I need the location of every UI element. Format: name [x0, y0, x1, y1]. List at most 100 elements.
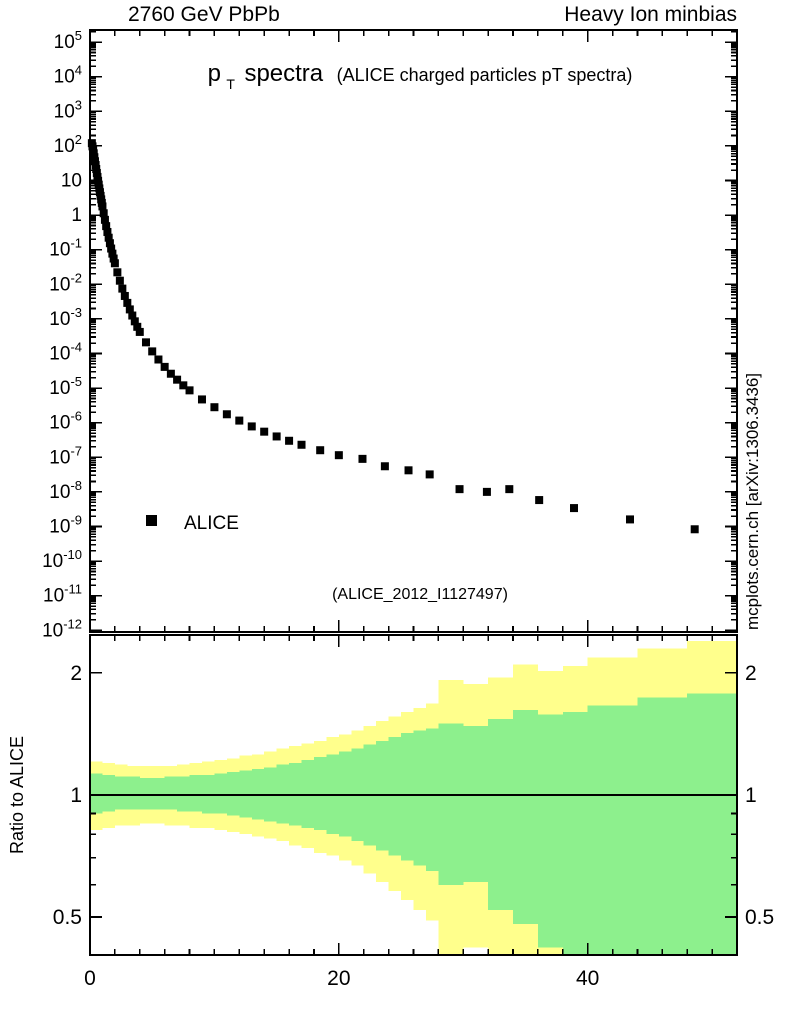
- panel-title-detail: (ALICE charged particles pT spectra): [337, 65, 633, 85]
- header-right-title: Heavy Ion minbias: [564, 3, 737, 26]
- data-point-marker: [625, 515, 634, 524]
- y-tick-label: 103: [54, 97, 82, 122]
- data-point-marker: [235, 416, 244, 425]
- uncertainty-band-inner: [537, 714, 563, 948]
- data-point-marker: [179, 381, 188, 390]
- data-point-marker: [380, 462, 389, 471]
- uncertainty-band-inner: [513, 709, 538, 925]
- uncertainty-band-inner: [251, 768, 265, 820]
- y-tick-label: 10-2: [49, 270, 82, 295]
- data-point-marker: [99, 209, 108, 218]
- uncertainty-band-inner: [687, 693, 737, 955]
- data-point-marker: [358, 454, 367, 463]
- data-point-marker: [482, 487, 491, 496]
- data-point-marker: [123, 298, 132, 307]
- ratio-y-axis-label: Ratio to ALICE: [7, 736, 27, 854]
- panel-title-main: spectra: [244, 60, 323, 87]
- uncertainty-band-inner: [401, 733, 414, 861]
- data-point-marker: [108, 249, 117, 258]
- axes-layer: 10510410310210110-110-210-310-410-510-61…: [42, 28, 774, 990]
- data-point-marker: [185, 386, 194, 395]
- uncertainty-band-inner: [239, 770, 252, 818]
- ratio-panel-frame: [89, 634, 738, 956]
- uncertainty-band-inner: [488, 718, 514, 911]
- data-point-marker: [148, 347, 157, 356]
- data-point-marker: [247, 422, 256, 431]
- y-tick-label: 10-6: [49, 409, 82, 434]
- uncertainty-band-inner: [338, 751, 352, 837]
- x-tick-label: 0: [84, 967, 96, 990]
- uncertainty-band-inner: [388, 736, 402, 856]
- uncertainty-band-inner: [301, 759, 314, 828]
- data-point-marker: [154, 355, 163, 364]
- data-point-marker: [100, 215, 109, 224]
- ratio-y-tick-label: 1: [745, 784, 757, 807]
- data-point-marker: [160, 362, 169, 371]
- data-point-marker: [404, 466, 413, 475]
- y-tick-label: 10-7: [49, 443, 82, 468]
- data-point-marker: [130, 317, 139, 326]
- uncertainty-band-inner: [102, 774, 115, 812]
- data-point-marker: [197, 395, 206, 404]
- uncertainty-band-inner: [152, 778, 165, 810]
- y-tick-label: 10-4: [49, 339, 82, 364]
- y-tick-label: 1: [71, 205, 82, 226]
- y-tick-label: 10-5: [49, 374, 82, 399]
- ratio-y-tick-label: 2: [70, 662, 82, 685]
- data-point-marker: [118, 284, 127, 293]
- y-tick-label: 10-11: [43, 582, 82, 607]
- uncertainty-band-inner: [587, 705, 638, 955]
- uncertainty-band-inner: [313, 757, 327, 830]
- ratio-bands-layer: [90, 640, 737, 955]
- data-point-marker: [110, 259, 119, 268]
- data-point-marker: [115, 276, 124, 285]
- uncertainty-band-inner: [637, 697, 688, 955]
- panel-title-sub: T: [226, 76, 235, 92]
- data-point-marker: [107, 244, 116, 253]
- data-point-marker: [535, 496, 544, 505]
- data-point-marker: [133, 322, 142, 331]
- data-point-marker: [690, 525, 699, 534]
- x-tick-label: 40: [576, 967, 599, 990]
- data-point-marker: [272, 432, 281, 441]
- ratio-y-tick-label: 0.5: [745, 906, 774, 929]
- header-left-title: 2760 GeV PbPb: [128, 3, 280, 26]
- data-point-marker: [334, 451, 343, 460]
- legend-label: ALICE: [184, 513, 239, 534]
- ratio-y-tick-label: 0.5: [53, 906, 82, 929]
- uncertainty-band-inner: [164, 776, 178, 810]
- uncertainty-band-inner: [425, 728, 439, 871]
- data-point-marker: [103, 227, 112, 236]
- uncertainty-band-inner: [562, 712, 588, 955]
- uncertainty-band-inner: [214, 773, 227, 814]
- data-point-marker: [455, 485, 464, 494]
- uncertainty-band-inner: [413, 730, 426, 866]
- panel-title-p: p: [208, 60, 221, 87]
- y-tick-label: 10-10: [42, 547, 82, 572]
- data-point-marker: [297, 440, 306, 449]
- data-point-marker: [166, 369, 175, 378]
- uncertainty-band-inner: [139, 778, 153, 810]
- data-points-layer: [87, 139, 699, 534]
- data-point-marker: [425, 470, 434, 479]
- data-point-marker: [125, 305, 134, 314]
- analysis-watermark: (ALICE_2012_I1127497): [332, 586, 508, 603]
- ratio-y-tick-label: 1: [70, 784, 82, 807]
- y-tick-label: 10-9: [49, 512, 82, 537]
- uncertainty-band-inner: [276, 764, 290, 824]
- uncertainty-band-inner: [226, 771, 240, 816]
- data-point-marker: [210, 403, 219, 412]
- data-point-marker: [102, 222, 111, 231]
- data-point-marker: [570, 504, 579, 513]
- data-point-marker: [141, 338, 150, 347]
- uncertainty-band-inner: [90, 773, 103, 814]
- data-point-marker: [285, 436, 294, 445]
- data-point-marker: [90, 153, 99, 162]
- y-tick-label: 10-12: [42, 616, 82, 641]
- x-tick-label: 20: [327, 967, 350, 990]
- y-tick-label: 10-3: [49, 305, 82, 330]
- y-tick-label: 10: [61, 171, 82, 192]
- y-tick-label: 10-1: [49, 236, 82, 261]
- data-point-marker: [316, 446, 325, 455]
